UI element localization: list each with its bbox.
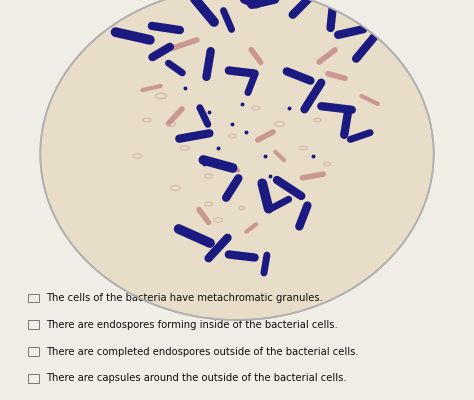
Bar bbox=[28, 347, 39, 356]
Bar bbox=[28, 374, 39, 383]
Circle shape bbox=[40, 0, 434, 320]
Bar bbox=[28, 294, 39, 302]
Circle shape bbox=[40, 0, 434, 320]
Text: There are endospores forming inside of the bacterial cells.: There are endospores forming inside of t… bbox=[46, 320, 338, 330]
Bar bbox=[28, 320, 39, 329]
Text: There are completed endospores outside of the bacterial cells.: There are completed endospores outside o… bbox=[46, 346, 359, 357]
Text: There are capsules around the outside of the bacterial cells.: There are capsules around the outside of… bbox=[46, 374, 346, 383]
Text: The cells of the bacteria have metachromatic granules.: The cells of the bacteria have metachrom… bbox=[46, 293, 323, 303]
